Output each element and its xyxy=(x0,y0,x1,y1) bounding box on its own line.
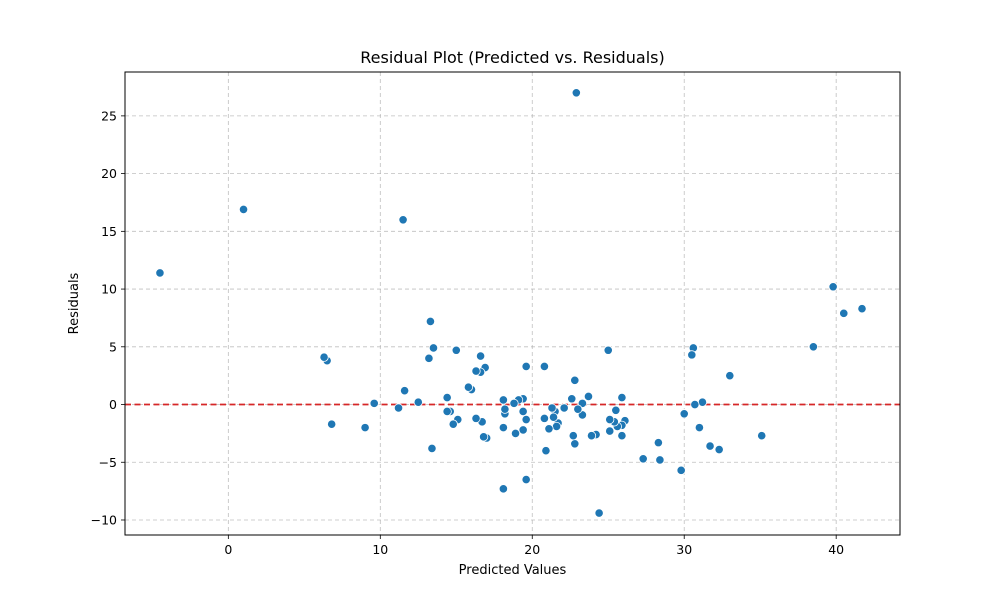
data-point xyxy=(539,361,550,372)
data-point xyxy=(521,474,531,485)
data-point xyxy=(839,308,849,318)
data-point xyxy=(442,406,452,417)
data-point xyxy=(583,391,594,402)
data-point xyxy=(548,412,559,422)
y-tick-label: −10 xyxy=(91,512,117,527)
data-point xyxy=(559,403,569,413)
data-point xyxy=(857,304,867,314)
data-point xyxy=(603,345,613,355)
data-point xyxy=(424,353,434,363)
data-point xyxy=(570,375,580,385)
data-point xyxy=(509,398,519,408)
data-point xyxy=(327,419,337,429)
data-point xyxy=(427,443,437,454)
data-point xyxy=(586,431,597,441)
data-point xyxy=(757,431,767,441)
data-point xyxy=(498,395,508,405)
data-point xyxy=(238,204,249,214)
plot-area-frame xyxy=(124,71,901,536)
data-point xyxy=(594,508,604,518)
data-point xyxy=(551,421,562,432)
data-point xyxy=(690,399,700,410)
y-tick-label: 20 xyxy=(101,166,117,181)
data-point xyxy=(442,393,452,403)
chart-title: Residual Plot (Predicted vs. Residuals) xyxy=(360,48,664,67)
data-point xyxy=(617,393,627,403)
y-tick-label: −5 xyxy=(99,455,117,470)
data-point xyxy=(471,413,481,423)
data-point xyxy=(655,455,665,465)
data-point xyxy=(360,423,370,433)
data-point xyxy=(498,484,508,494)
data-point xyxy=(573,404,583,414)
data-point xyxy=(518,425,528,435)
data-point xyxy=(697,397,708,407)
data-point xyxy=(570,439,580,449)
data-point xyxy=(568,431,578,441)
y-tick-label: 25 xyxy=(101,108,117,123)
y-axis-label: Residuals xyxy=(67,272,82,334)
data-point xyxy=(369,398,379,408)
data-point xyxy=(687,350,697,360)
x-tick-label: 10 xyxy=(372,542,388,557)
x-tick-label: 40 xyxy=(828,542,844,557)
data-point xyxy=(448,419,458,429)
x-axis-label: Predicted Values xyxy=(459,563,567,578)
data-point xyxy=(828,282,838,292)
data-point xyxy=(475,351,486,361)
data-point xyxy=(518,406,528,417)
data-point xyxy=(413,397,423,407)
data-point xyxy=(547,403,557,413)
x-tick-label: 30 xyxy=(676,542,692,557)
data-point xyxy=(725,371,735,381)
y-tick-label: 15 xyxy=(101,224,117,239)
data-point xyxy=(653,438,663,448)
axis-ticks: 0 10 20 30 40 −10 −5 0 5 10 15 20 25 xyxy=(91,108,845,557)
data-point xyxy=(400,386,410,396)
y-tick-label: 0 xyxy=(109,397,117,412)
data-point xyxy=(705,441,715,451)
data-point xyxy=(393,403,404,413)
data-point xyxy=(571,88,581,98)
data-point xyxy=(479,432,489,442)
data-point xyxy=(521,361,531,372)
data-point xyxy=(679,409,689,419)
data-point xyxy=(451,345,461,355)
data-point xyxy=(808,342,818,352)
x-tick-label: 0 xyxy=(224,542,232,557)
data-point xyxy=(638,454,648,464)
data-point xyxy=(541,446,551,456)
y-tick-label: 10 xyxy=(101,282,117,297)
y-tick-label: 5 xyxy=(109,339,117,354)
data-point xyxy=(539,413,550,423)
data-point xyxy=(694,423,705,433)
data-point xyxy=(714,444,724,455)
data-point xyxy=(471,366,481,376)
data-point xyxy=(498,423,508,433)
data-point xyxy=(611,405,621,415)
scatter-points xyxy=(155,88,867,518)
x-tick-label: 20 xyxy=(524,542,540,557)
data-point xyxy=(319,352,329,362)
data-point xyxy=(521,414,531,425)
data-point xyxy=(617,431,627,441)
data-point xyxy=(463,382,474,392)
data-point xyxy=(428,343,439,353)
data-point xyxy=(605,414,615,425)
data-point xyxy=(544,424,554,434)
data-point xyxy=(398,215,408,225)
data-point xyxy=(510,428,521,438)
data-point xyxy=(605,426,615,436)
data-point xyxy=(155,268,165,278)
data-point xyxy=(676,465,686,475)
data-point xyxy=(567,394,577,404)
grid-lines xyxy=(125,72,900,535)
data-point xyxy=(425,316,436,326)
data-point xyxy=(500,404,510,414)
